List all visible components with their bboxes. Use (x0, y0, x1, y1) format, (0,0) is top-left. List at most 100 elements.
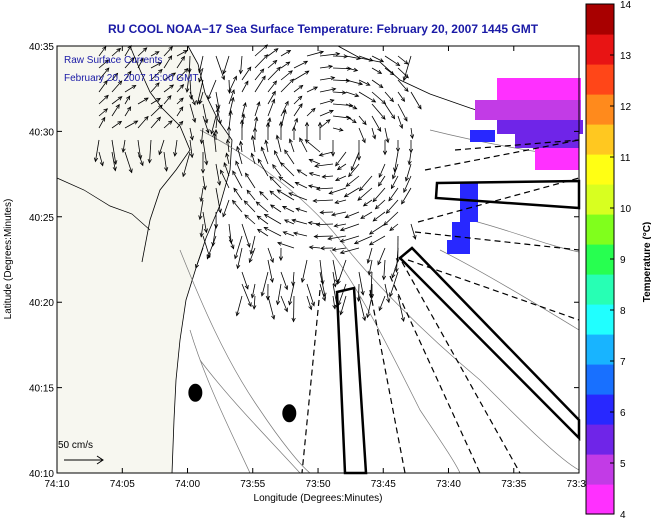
current-vector (223, 162, 230, 177)
current-vector-head (198, 99, 203, 105)
current-vector (332, 259, 338, 283)
current-vector (319, 151, 334, 156)
current-vector-head (212, 132, 217, 137)
current-vector (280, 162, 295, 177)
current-vector (329, 187, 347, 194)
x-tick-label: 73:30 (566, 479, 591, 490)
current-vector-head (104, 94, 109, 100)
current-vector (215, 108, 219, 129)
current-vector-head (239, 119, 245, 124)
current-vector-head (167, 95, 172, 100)
current-vector (111, 48, 121, 57)
current-vector-head (213, 129, 219, 134)
colorbar-segment (586, 334, 614, 365)
current-vector (371, 103, 386, 120)
current-vector (111, 151, 116, 171)
current-vector (150, 82, 160, 93)
current-vector (234, 235, 243, 259)
current-vector (319, 99, 334, 105)
current-vector (358, 271, 364, 295)
current-vector-head (230, 244, 235, 250)
x-axis-label: Longitude (Degrees:Minutes) (254, 493, 383, 504)
current-vector (280, 101, 289, 117)
x-tick-label: 73:40 (436, 479, 461, 490)
current-vector (280, 78, 294, 93)
current-vector (213, 132, 217, 153)
current-vector-head (269, 204, 275, 209)
current-vector (237, 247, 243, 269)
current-vector (280, 61, 290, 69)
current-vector-head (113, 160, 118, 165)
current-vector-head (168, 120, 173, 125)
x-tick-label: 74:05 (110, 479, 135, 490)
current-vector-head (192, 118, 197, 123)
current-vector-head (269, 176, 274, 181)
current-vector-head (225, 152, 230, 158)
current-vector (124, 71, 132, 81)
colorbar-tick-label: 11 (620, 153, 631, 164)
current-vector-head (315, 222, 321, 227)
current-vector (369, 223, 386, 235)
current-vector-head (272, 80, 278, 86)
current-vector (150, 104, 163, 117)
current-vector-head (378, 306, 383, 312)
current-vector-head (115, 103, 120, 109)
current-vector-head (367, 270, 372, 276)
current-vector-head (217, 208, 222, 214)
current-vector (366, 295, 373, 318)
current-vector (358, 91, 376, 103)
current-vector (314, 163, 334, 167)
current-vector (319, 271, 326, 297)
current-vector-head (156, 116, 162, 122)
current-vector-head (173, 152, 178, 157)
current-vector (297, 169, 308, 177)
current-vector-head (334, 177, 340, 182)
current-vector (124, 151, 133, 173)
current-vector-head (280, 162, 285, 167)
current-vector-head (366, 258, 371, 264)
current-vector (345, 79, 363, 85)
colorbar-tick-label: 12 (620, 102, 632, 113)
current-vector-head (185, 88, 190, 93)
current-vector-head (334, 199, 340, 205)
current-vector (314, 235, 334, 237)
current-vector (354, 235, 373, 244)
current-vector-head (206, 254, 211, 260)
current-vector (332, 115, 351, 119)
current-vector-head (271, 315, 276, 320)
current-vector (280, 109, 286, 129)
current-vector-head (295, 207, 301, 212)
y-tick-label: 40:30 (29, 127, 54, 138)
current-vector-head (130, 57, 135, 62)
current-vector-head (234, 254, 239, 260)
y-tick-label: 40:35 (29, 42, 54, 53)
current-vector-head (329, 109, 334, 114)
current-vector (358, 55, 373, 62)
current-vector-head (358, 81, 364, 86)
current-vector (277, 283, 282, 305)
current-vector (283, 231, 295, 237)
current-vector-head (339, 310, 344, 316)
colorbar-segment (586, 394, 614, 425)
colorbar-tick-label: 4 (620, 510, 626, 519)
current-vector-head (378, 83, 384, 89)
current-vector-head (260, 146, 265, 152)
current-vector-head (348, 103, 354, 108)
current-vector (306, 283, 315, 306)
current-vector (257, 229, 269, 237)
current-vector-head (252, 126, 258, 132)
current-vector-head (271, 98, 276, 104)
current-vector (241, 81, 249, 93)
current-vector (410, 91, 422, 110)
current-vector (267, 66, 281, 81)
current-vector (111, 139, 117, 165)
scale-arrow (64, 455, 104, 465)
current-vector-head (308, 245, 314, 250)
current-vector-head (372, 197, 378, 203)
current-vector-head (271, 90, 276, 96)
current-vector (295, 182, 308, 189)
scale-arrow-label: 50 cm/s (58, 440, 93, 451)
current-vector-head (291, 218, 297, 223)
current-vector-head (189, 153, 194, 159)
current-vector-head (390, 184, 395, 190)
